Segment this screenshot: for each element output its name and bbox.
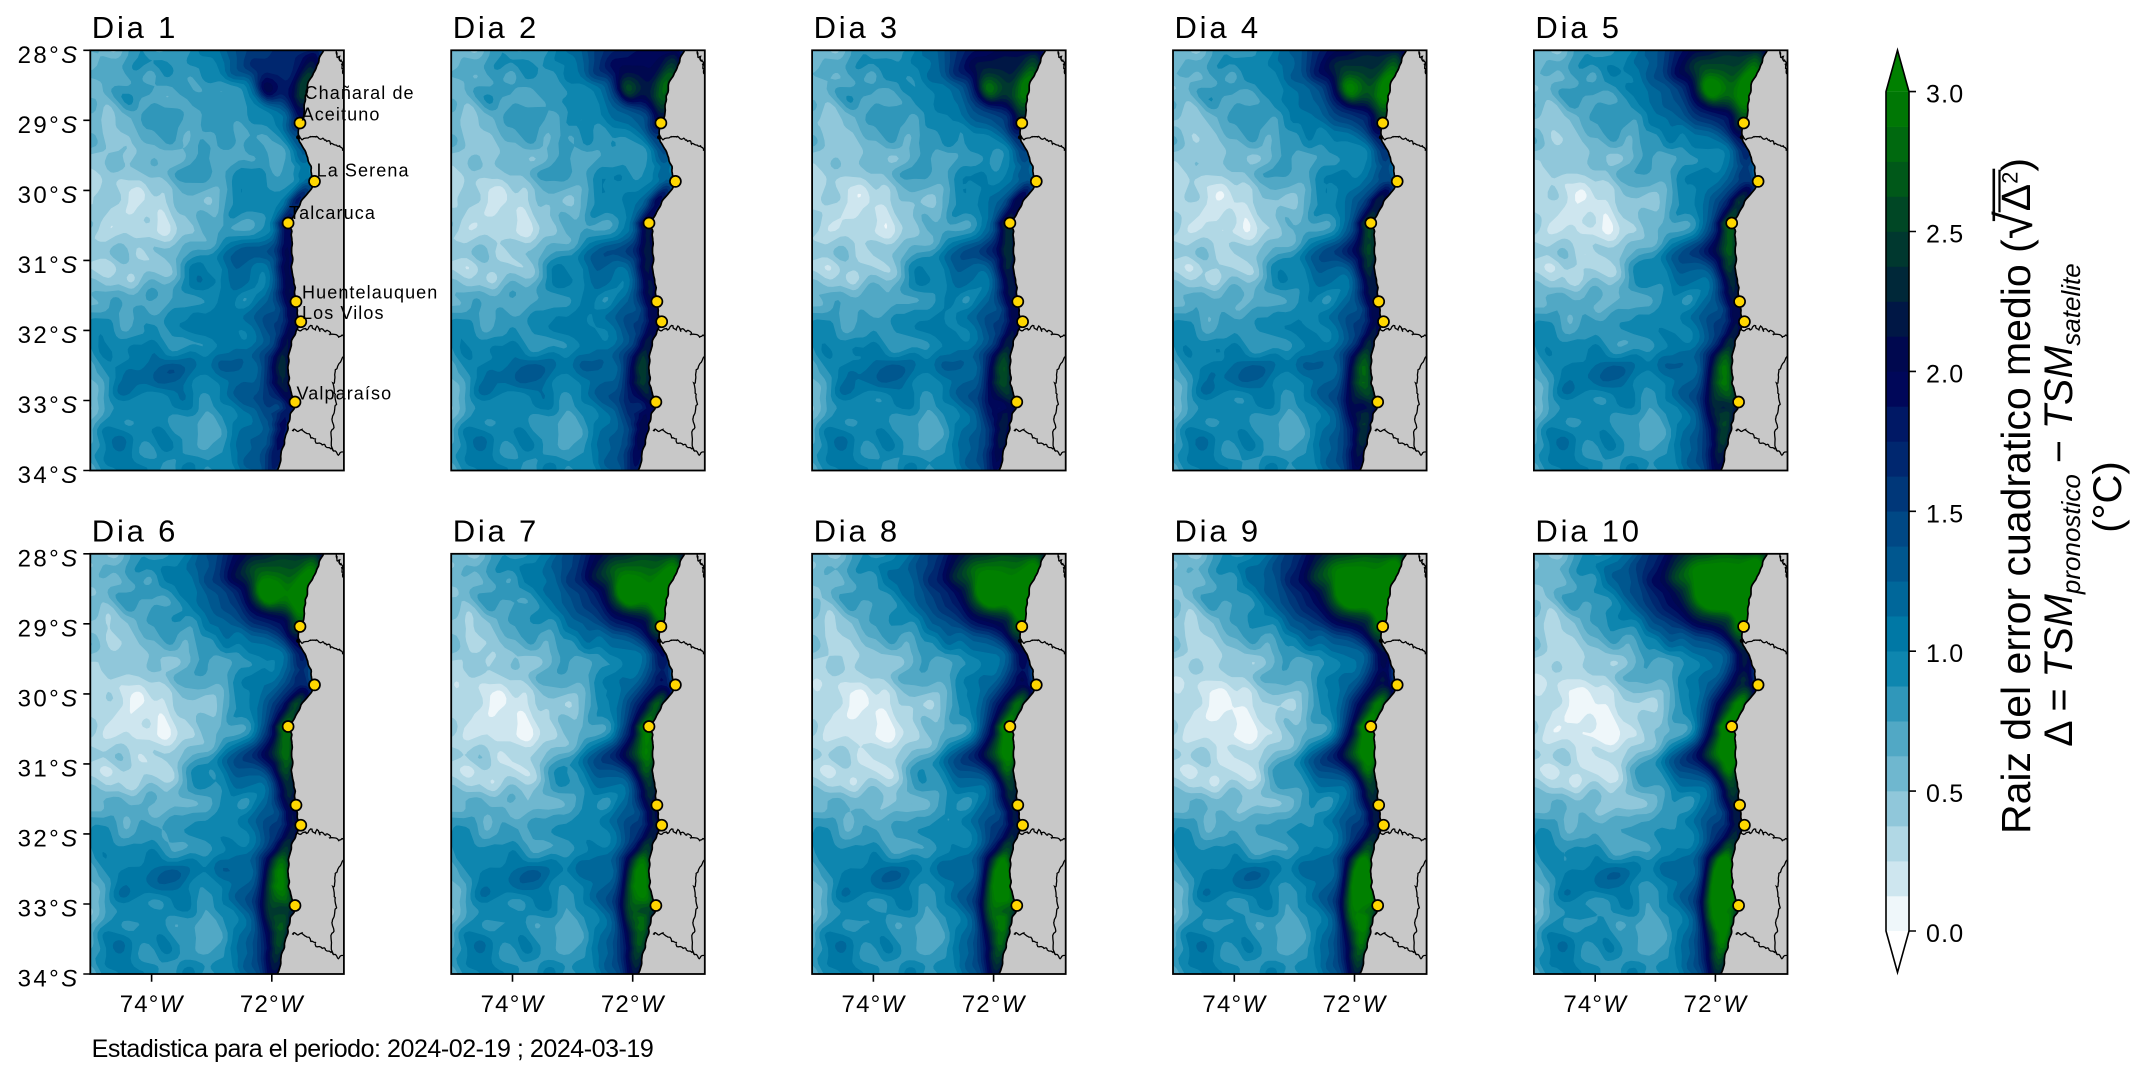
svg-text:Dia 9: Dia 9: [1175, 514, 1261, 549]
svg-text:34°S: 34°S: [18, 966, 80, 993]
svg-text:30°S: 30°S: [18, 182, 80, 209]
svg-text:Dia 6: Dia 6: [92, 514, 178, 549]
svg-text:74°W: 74°W: [120, 991, 185, 1018]
svg-text:Dia 1: Dia 1: [92, 10, 178, 45]
svg-text:Huentelauquen: Huentelauquen: [302, 283, 438, 303]
svg-text:33°S: 33°S: [18, 896, 80, 923]
svg-text:0.5: 0.5: [1926, 780, 1964, 808]
svg-text:La Serena: La Serena: [317, 160, 410, 180]
svg-text:2.5: 2.5: [1926, 221, 1964, 249]
svg-text:34°S: 34°S: [18, 462, 80, 489]
svg-text:72°W: 72°W: [601, 991, 666, 1018]
svg-text:1.5: 1.5: [1926, 500, 1964, 528]
svg-text:Dia 4: Dia 4: [1175, 10, 1261, 45]
svg-text:Aceituno: Aceituno: [302, 104, 381, 124]
svg-text:29°S: 29°S: [18, 112, 80, 139]
svg-text:33°S: 33°S: [18, 392, 80, 419]
svg-text:31°S: 31°S: [18, 252, 80, 279]
svg-text:29°S: 29°S: [18, 615, 80, 642]
svg-text:32°S: 32°S: [18, 825, 80, 852]
svg-text:Dia 2: Dia 2: [453, 10, 539, 45]
svg-text:72°W: 72°W: [962, 991, 1027, 1018]
svg-text:Dia 10: Dia 10: [1535, 514, 1641, 549]
svg-text:0.0: 0.0: [1926, 920, 1964, 948]
svg-text:74°W: 74°W: [842, 991, 907, 1018]
svg-text:Dia 8: Dia 8: [814, 514, 900, 549]
svg-text:Dia 3: Dia 3: [814, 10, 900, 45]
svg-text:Los Vilos: Los Vilos: [302, 303, 385, 323]
svg-text:74°W: 74°W: [481, 991, 546, 1018]
svg-text:Dia 5: Dia 5: [1535, 10, 1621, 45]
svg-text:3.0: 3.0: [1926, 81, 1964, 109]
svg-text:32°S: 32°S: [18, 322, 80, 349]
svg-text:1.0: 1.0: [1926, 640, 1964, 668]
svg-text:(°C): (°C): [2086, 461, 2130, 533]
svg-text:72°W: 72°W: [1684, 991, 1749, 1018]
svg-text:Estadistica para el periodo: 2: Estadistica para el periodo: 2024-02-19 …: [92, 1035, 654, 1063]
svg-text:31°S: 31°S: [18, 755, 80, 782]
svg-text:Chañaral de: Chañaral de: [305, 83, 415, 103]
svg-text:72°W: 72°W: [1323, 991, 1388, 1018]
svg-text:Dia 7: Dia 7: [453, 514, 539, 549]
svg-text:Talcaruca: Talcaruca: [289, 203, 376, 223]
svg-text:74°W: 74°W: [1202, 991, 1267, 1018]
svg-text:Raiz del error cuadratico medi: Raiz del error cuadratico medio (√Δ2): [1986, 158, 2043, 834]
svg-text:28°S: 28°S: [18, 42, 80, 69]
svg-text:28°S: 28°S: [18, 545, 80, 572]
svg-text:Valparaíso: Valparaíso: [297, 384, 393, 404]
svg-text:72°W: 72°W: [240, 991, 305, 1018]
svg-text:30°S: 30°S: [18, 685, 80, 712]
svg-text:74°W: 74°W: [1563, 991, 1628, 1018]
svg-text:2.0: 2.0: [1926, 360, 1964, 388]
